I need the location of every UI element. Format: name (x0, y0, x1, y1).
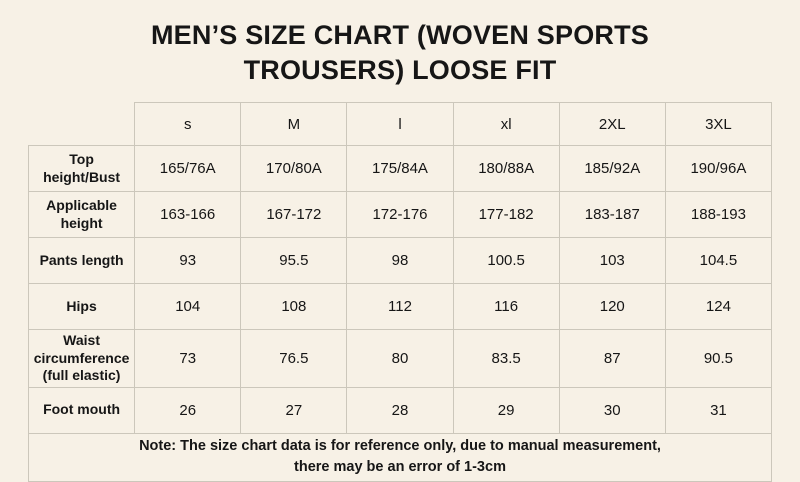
size-value-cell: 163-166 (134, 191, 242, 239)
row-label: Top height/Bust (27, 145, 136, 193)
size-value-cell: 172-176 (346, 191, 454, 239)
size-chart-table: s M l xl 2XL 3XL Top height/Bust 165/76A… (27, 102, 773, 482)
size-value-cell: 76.5 (240, 329, 348, 388)
size-value-cell: 175/84A (346, 145, 454, 193)
corner-cell (28, 102, 136, 147)
size-value-cell: 165/76A (134, 145, 242, 193)
page-title: MEN’S SIZE CHART (WOVEN SPORTS TROUSERS)… (150, 20, 650, 86)
size-value-cell: 26 (134, 386, 242, 434)
row-waist-circumference: Waist circumference (full elastic) 73 76… (27, 329, 773, 388)
size-value-cell: 104 (134, 283, 242, 331)
size-column-header-l: l (346, 102, 454, 147)
size-value-cell: 183-187 (558, 191, 666, 239)
size-value-cell: 30 (558, 386, 666, 434)
size-value-cell: 98 (346, 237, 454, 285)
size-value-cell: 116 (452, 283, 560, 331)
size-value-cell: 108 (240, 283, 348, 331)
note-row: Note: The size chart data is for referen… (28, 432, 772, 482)
row-label: Foot mouth (27, 386, 136, 434)
size-value-cell: 31 (664, 386, 773, 434)
size-value-cell: 90.5 (664, 329, 773, 388)
size-value-cell: 188-193 (664, 191, 773, 239)
row-label: Applicable height (27, 191, 136, 239)
size-value-cell: 87 (558, 329, 666, 388)
row-top-height-bust: Top height/Bust 165/76A 170/80A 175/84A … (27, 145, 773, 193)
size-value-cell: 28 (346, 386, 454, 434)
size-value-cell: 177-182 (452, 191, 560, 239)
size-value-cell: 103 (558, 237, 666, 285)
row-label: Waist circumference (full elastic) (27, 329, 136, 388)
size-value-cell: 170/80A (240, 145, 348, 193)
size-value-cell: 180/88A (452, 145, 560, 193)
size-value-cell: 120 (558, 283, 666, 331)
size-value-cell: 93 (134, 237, 242, 285)
row-label: Hips (27, 283, 136, 331)
row-foot-mouth: Foot mouth 26 27 28 29 30 31 (27, 386, 773, 434)
size-value-cell: 190/96A (664, 145, 773, 193)
size-value-cell: 104.5 (664, 237, 773, 285)
size-value-cell: 80 (346, 329, 454, 388)
size-value-cell: 124 (664, 283, 773, 331)
size-column-header-s: s (134, 102, 242, 147)
size-value-cell: 95.5 (240, 237, 348, 285)
size-column-header-m: M (240, 102, 348, 147)
note-text: Note: The size chart data is for referen… (28, 432, 772, 482)
size-value-cell: 167-172 (240, 191, 348, 239)
row-applicable-height: Applicable height 163-166 167-172 172-17… (27, 191, 773, 239)
size-value-cell: 29 (452, 386, 560, 434)
size-value-cell: 73 (134, 329, 242, 388)
row-hips: Hips 104 108 112 116 120 124 (27, 283, 773, 331)
size-value-cell: 27 (240, 386, 348, 434)
size-column-header-3xl: 3XL (664, 102, 773, 147)
size-value-cell: 185/92A (558, 145, 666, 193)
size-value-cell: 100.5 (452, 237, 560, 285)
row-label: Pants length (27, 237, 136, 285)
row-pants-length: Pants length 93 95.5 98 100.5 103 104.5 (27, 237, 773, 285)
size-column-header-2xl: 2XL (558, 102, 666, 147)
size-value-cell: 83.5 (452, 329, 560, 388)
table-header-row: s M l xl 2XL 3XL (28, 102, 773, 147)
size-value-cell: 112 (346, 283, 454, 331)
size-column-header-xl: xl (452, 102, 560, 147)
